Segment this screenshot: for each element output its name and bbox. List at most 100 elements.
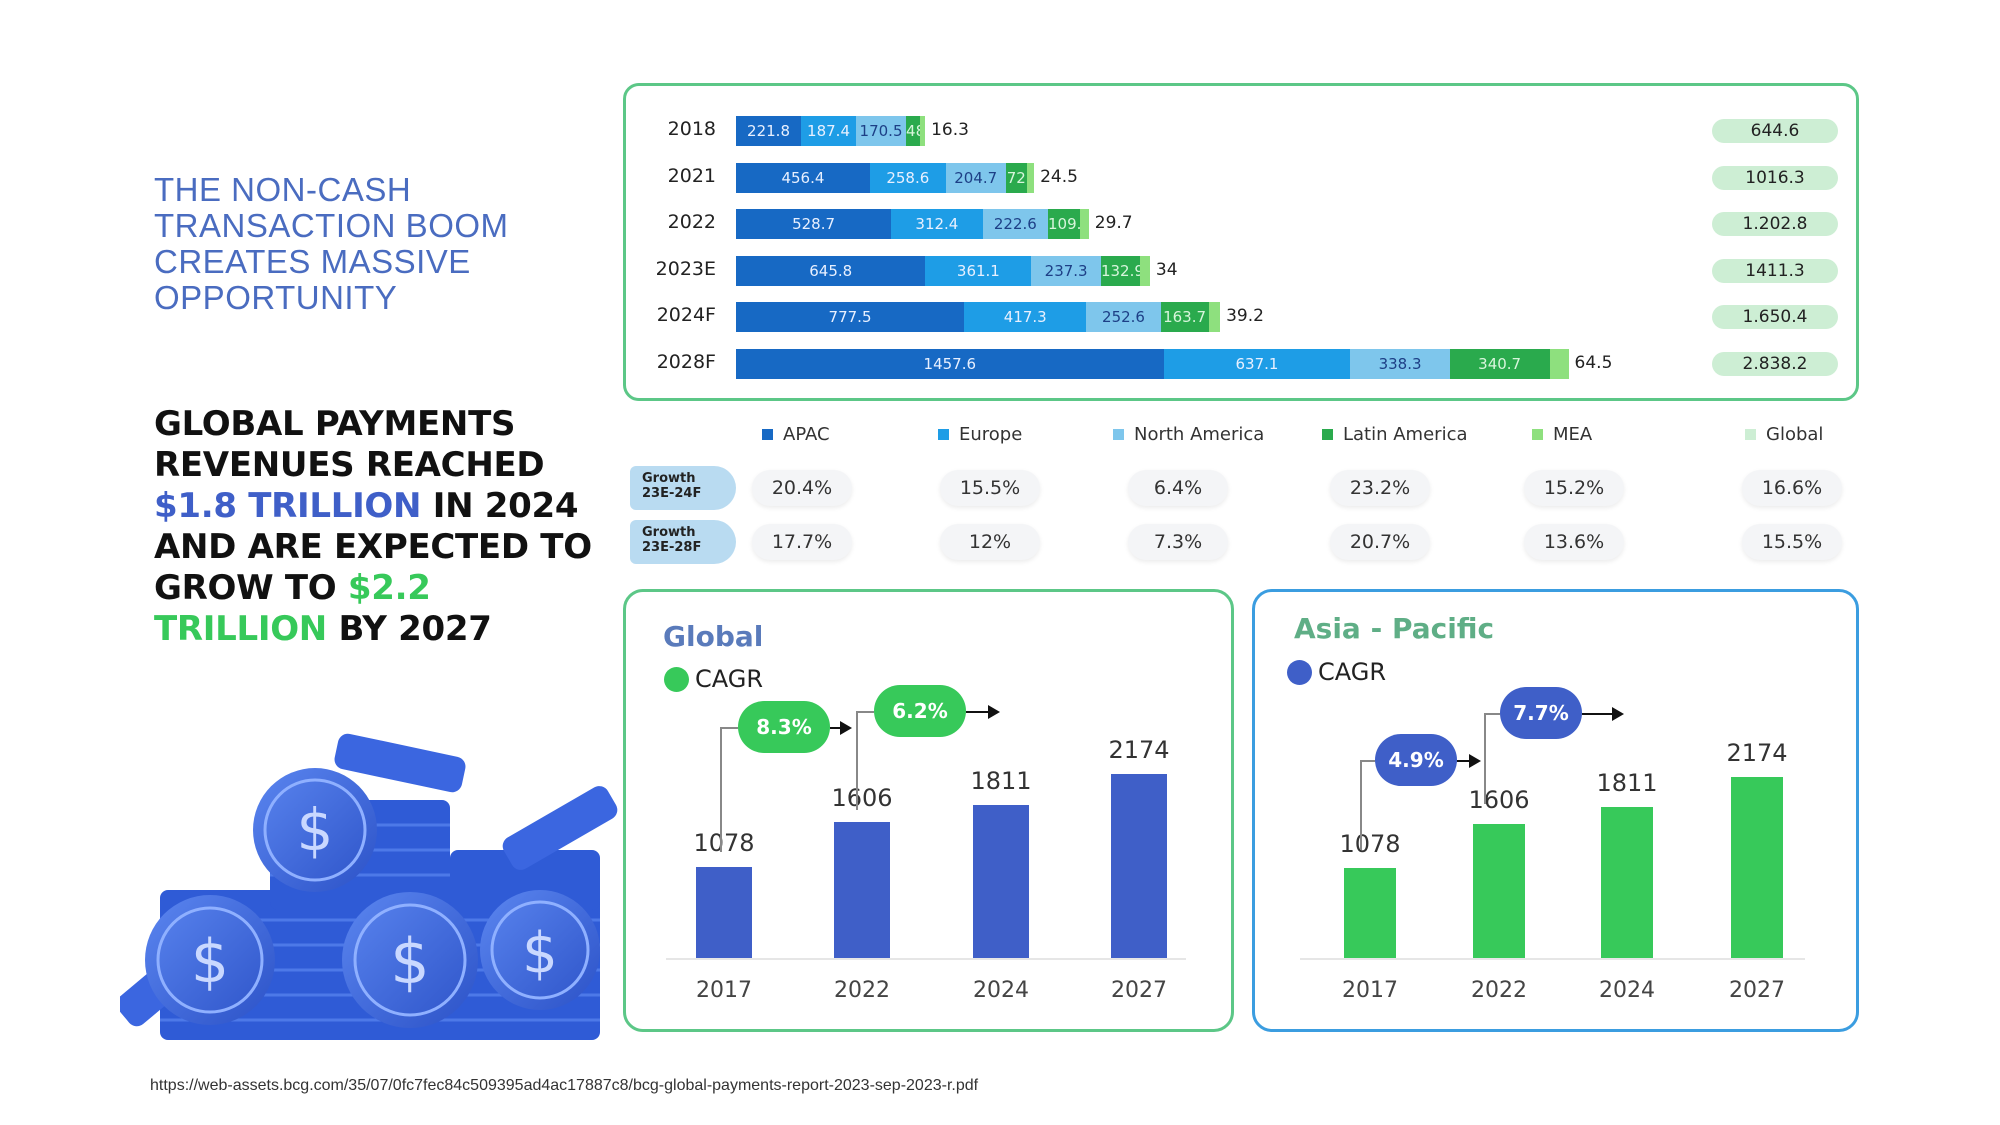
bar-category-label: 2022: [667, 211, 716, 233]
global-total-pill: 1.202.8: [1712, 212, 1838, 236]
bar-2027: [1111, 774, 1167, 958]
bar-segment-north-america: 252.6: [1086, 302, 1161, 332]
mea-value-label: 16.3: [931, 120, 969, 140]
bar-segment-north-america: 170.5: [856, 116, 907, 146]
bar-segment-europe: 312.4: [891, 209, 983, 239]
bar-category-label: 2021: [667, 164, 716, 187]
bar-segment-europe: 417.3: [964, 302, 1087, 332]
cagr-arrow-line: [966, 711, 988, 713]
bar-category-label: 2017: [696, 978, 752, 1003]
cagr-legend-label: CAGR: [1318, 658, 1387, 686]
global-total-pill: 1411.3: [1712, 258, 1838, 283]
bar-value-label: 1078: [693, 828, 755, 857]
bar-2024: [973, 804, 1029, 958]
arrow-icon: [840, 721, 852, 735]
legend-swatch: [762, 429, 773, 440]
growth-label-line2: 23E-24F: [642, 486, 702, 501]
bar-segment-north-america: 237.3: [1031, 255, 1101, 286]
bar-value-label: 1811: [1596, 769, 1658, 798]
growth-value-latin-america: 20.7%: [1330, 524, 1430, 560]
legend-label: Latin America: [1343, 424, 1468, 445]
legend-item-apac: APAC: [762, 424, 830, 445]
growth-value-latin-america: 23.2%: [1330, 470, 1430, 506]
cagr-connector: [856, 711, 858, 810]
bar-category-label: 2022: [1471, 978, 1527, 1003]
bar-segment-latin-america: 132.9: [1100, 255, 1140, 286]
coins-illustration: $ $ $ $: [120, 733, 618, 1040]
subtitle: THE NON-CASH TRANSACTION BOOM CREATES MA…: [154, 171, 509, 316]
bar-2017: [1344, 868, 1396, 958]
mea-value-label: 39.2: [1226, 306, 1264, 326]
growth-label-line2: 23E-28F: [642, 540, 702, 555]
cagr-arrow-line: [830, 727, 840, 729]
mea-value-label: 29.7: [1094, 213, 1133, 233]
cagr-bubble: 8.3%: [738, 701, 830, 753]
growth-label-line1: Growth: [642, 525, 696, 540]
bar-segment-latin-america: 109.2: [1048, 209, 1081, 239]
bar-segment-apac: 645.8: [736, 255, 926, 286]
bar-segment-apac: 1457.6: [736, 348, 1164, 379]
growth-value-mea: 13.6%: [1524, 524, 1624, 560]
legend-item-europe: Europe: [938, 424, 1022, 445]
bar-segment-mea: [1026, 162, 1035, 193]
bar-segment-north-america: 222.6: [982, 209, 1048, 239]
growth-value-north-america: 7.3%: [1128, 524, 1228, 560]
growth-value-apac: 20.4%: [752, 470, 852, 506]
cagr-bubble: 6.2%: [874, 685, 966, 737]
bar-segment-mea: [1208, 302, 1221, 332]
growth-row-label: Growth 23E-28F: [630, 520, 736, 564]
bar-segment-north-america: 204.7: [945, 162, 1006, 193]
headline-highlight-2024: $1.8 TRILLION: [154, 486, 422, 526]
svg-text:$: $: [390, 925, 429, 998]
bar-category-label: 2023E: [655, 257, 716, 280]
legend-swatch: [1745, 429, 1756, 440]
arrow-icon: [988, 705, 1000, 719]
legend-label: APAC: [783, 424, 830, 445]
mea-value-label: 64.5: [1574, 352, 1613, 373]
cagr-connector: [720, 727, 738, 729]
growth-value-global: 15.5%: [1742, 524, 1842, 560]
bar-value-label: 1078: [1339, 830, 1401, 859]
bar-segment-apac: 221.8: [736, 116, 802, 146]
apac-bar-chart: 1078 2017 1606 2022 1811 2024 2174 2027 4.9% 7.7%: [1255, 592, 1856, 1029]
legend-swatch: [938, 429, 949, 440]
apac-panel-title: Asia - Pacific: [1294, 612, 1495, 645]
bar-value-label: 1606: [1468, 786, 1530, 815]
cagr-bubble: 7.7%: [1500, 687, 1582, 739]
bar-category-label: 2017: [1342, 978, 1398, 1003]
legend-label: North America: [1134, 424, 1265, 445]
cagr-legend-label: CAGR: [695, 665, 764, 693]
headline-part3: BY 2027: [326, 609, 492, 649]
bar-segment-mea: [920, 116, 926, 146]
cagr-connector: [1360, 760, 1362, 850]
bar-category-label: 2024F: [656, 304, 716, 326]
legend-label: Global: [1766, 424, 1824, 445]
bar-segment-mea: [1080, 209, 1089, 239]
source-link[interactable]: https://web-assets.bcg.com/35/07/0fc7fec…: [150, 1077, 979, 1094]
bar-segment-latin-america: 163.7: [1160, 302, 1209, 332]
bar-category-label: 2024: [973, 978, 1029, 1003]
arrow-icon: [1469, 754, 1481, 768]
bar-value-label: 1811: [970, 766, 1032, 795]
legend-label: Europe: [959, 424, 1023, 445]
global-total-pill: 2.838.2: [1712, 351, 1838, 376]
bar-2017: [696, 866, 752, 958]
headline-part1: GLOBAL PAYMENTS REVENUES REACHED: [154, 404, 545, 485]
apac-cagr-panel: Asia - Pacific CAGR 1078 2017 1606 2022 1811…: [1252, 589, 1859, 1032]
global-panel-title: Global: [663, 620, 764, 653]
headline-part2: IN 2024 AND ARE EXPECTED TO GROW TO: [154, 486, 592, 608]
svg-text:$: $: [522, 921, 558, 986]
bar-segment-latin-america: 72: [1005, 162, 1027, 193]
legend-item-latin-america: Latin America: [1322, 424, 1468, 445]
bar-category-label: 2027: [1729, 978, 1785, 1003]
bar-category-label: 2024: [1599, 978, 1655, 1003]
bar-segment-europe: 637.1: [1163, 348, 1351, 379]
cagr-bubble: 4.9%: [1375, 734, 1457, 786]
legend-item-mea: MEA: [1532, 424, 1592, 445]
bar-segment-latin-america: 340.7: [1449, 348, 1550, 379]
global-cagr-panel: Global CAGR 1078 2017 1606 2022 1811 2024 2174…: [623, 589, 1234, 1032]
bar-segment-mea: [1549, 348, 1569, 379]
headline: GLOBAL PAYMENTS REVENUES REACHED $1.8 TR…: [154, 404, 594, 650]
bar-segment-apac: 456.4: [736, 162, 870, 193]
